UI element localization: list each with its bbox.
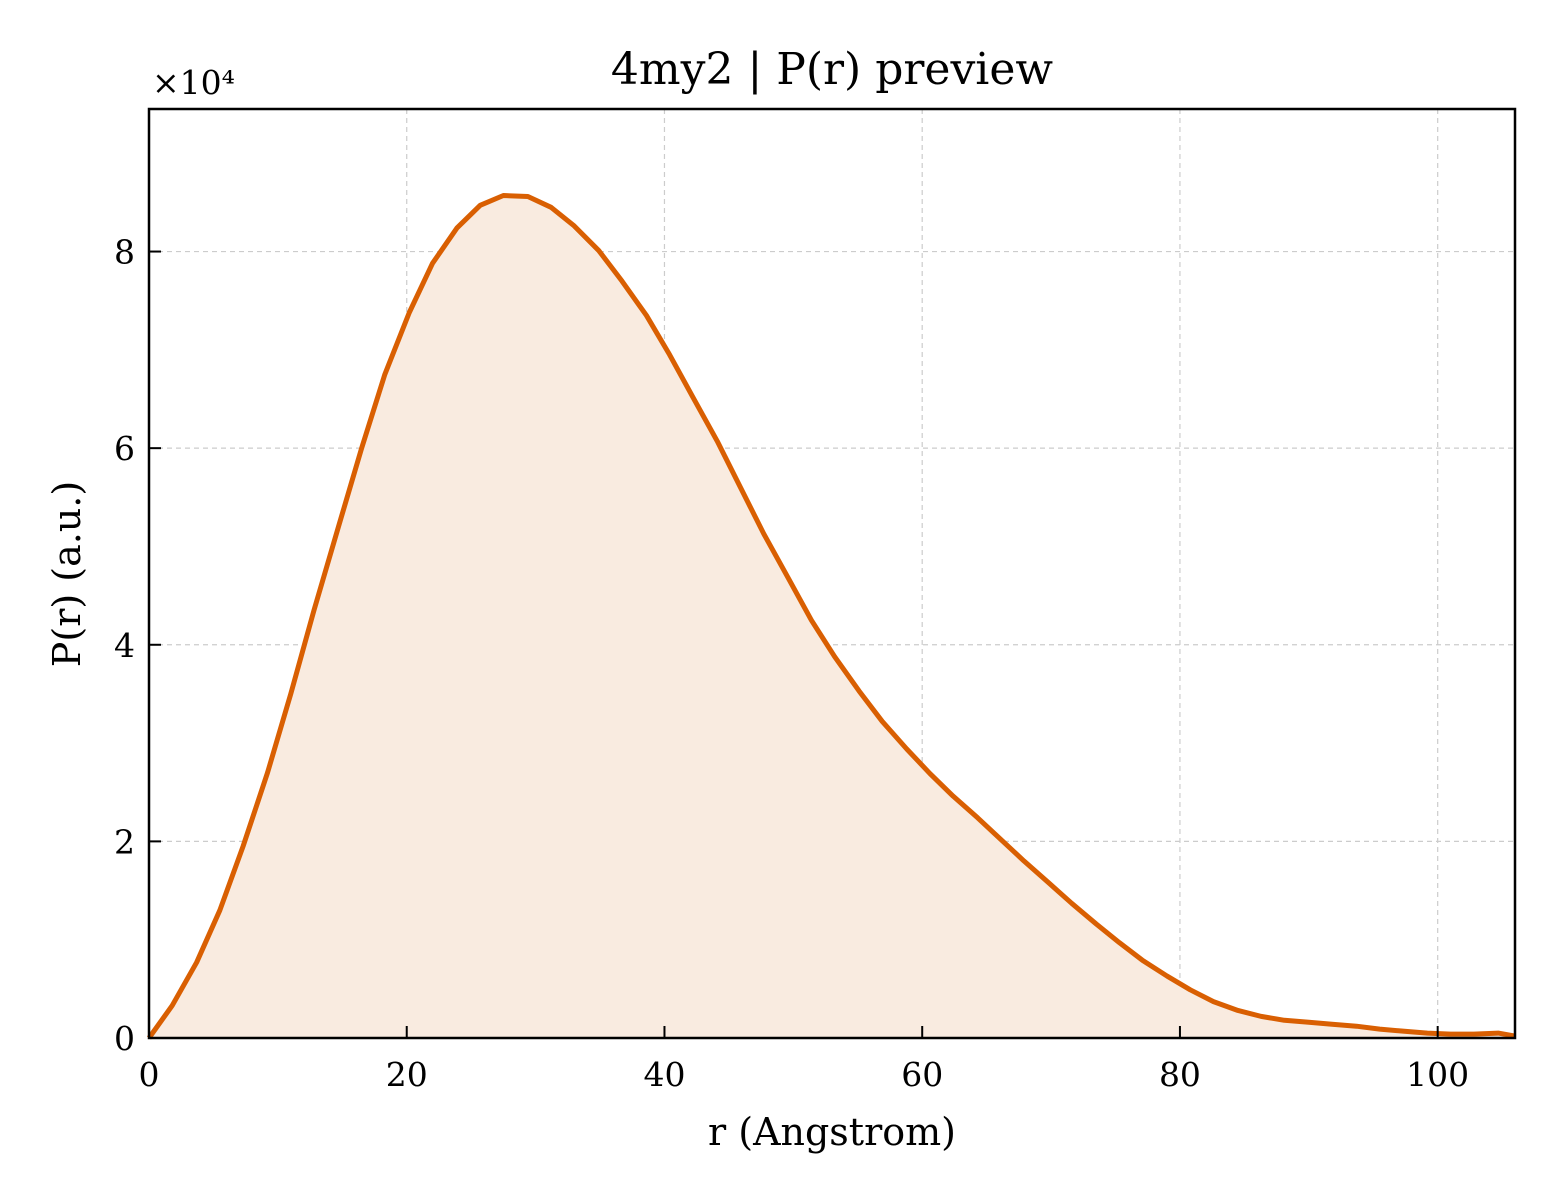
y-tick-label: 8 — [114, 233, 135, 272]
y-multiplier-label: ×10⁴ — [152, 63, 235, 102]
x-tick-label: 20 — [386, 1055, 428, 1094]
y-axis-label: P(r) (a.u.) — [45, 481, 89, 667]
chart-title: 4my2 | P(r) preview — [611, 44, 1054, 95]
tick-layer: 0 20 40 60 80 100 0 2 4 6 8 — [114, 233, 1469, 1094]
x-tick-label: 0 — [139, 1055, 160, 1094]
x-tick-label: 40 — [643, 1055, 685, 1094]
y-tick-label: 2 — [114, 822, 135, 861]
series-line — [146, 193, 1516, 1040]
plot-frame — [147, 107, 1517, 1040]
y-tick-label: 0 — [114, 1019, 135, 1058]
area-fill — [149, 195, 1515, 1038]
x-axis-label: r (Angstrom) — [708, 1110, 956, 1154]
x-tick-label: 80 — [1159, 1055, 1201, 1094]
y-tick-label: 6 — [114, 429, 135, 468]
x-tick-label: 100 — [1406, 1055, 1469, 1094]
x-tick-label: 60 — [901, 1055, 943, 1094]
y-tick-label: 4 — [114, 626, 135, 665]
